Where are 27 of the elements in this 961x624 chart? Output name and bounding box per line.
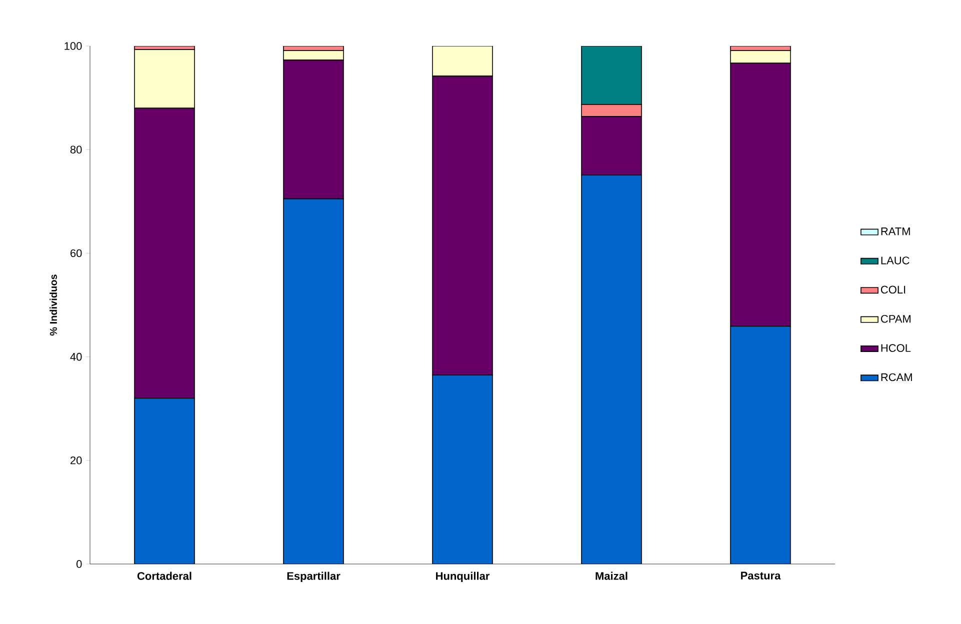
bar [730,50,791,64]
x-tick-label: Espartillar [287,572,340,582]
y-tick-label: 20 [70,456,82,464]
y-tick-label: 100 [64,42,82,50]
x-tick-label: Cortaderal [137,572,192,580]
y-axis-title: % Individuos [50,274,57,336]
legend-label: CPAM [880,314,910,323]
bar [581,174,642,564]
x-tick-label: Pastura [741,572,781,580]
bar [432,46,493,76]
legend-label: LAUC [881,256,910,264]
bar [432,374,493,564]
bar [730,326,791,564]
bar [134,398,195,564]
bar [134,49,195,109]
y-tick-label: 60 [70,249,82,258]
legend-label: RATM [881,228,910,236]
legend-label: COLI [880,286,906,294]
bar [283,50,344,60]
bar [283,198,344,564]
legend-label: RCAM [881,373,912,382]
y-tick-label: 0 [76,560,82,568]
y-tick-label: 80 [70,146,82,154]
x-tick-label: Maizal [596,572,628,580]
y-tick-label: 40 [70,352,82,361]
legend-label: HCOL [881,344,911,352]
x-tick-label: Hunquillar [436,572,490,582]
